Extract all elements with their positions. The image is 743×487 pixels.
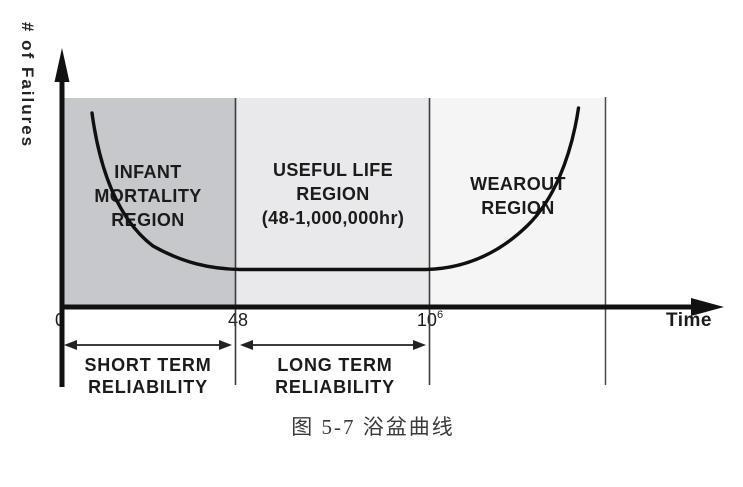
x-axis-label: Time: [665, 310, 713, 331]
long-term-arrow-left-head-icon: [240, 340, 253, 350]
y-axis-arrowhead-icon: [54, 48, 70, 82]
long-term-arrow-right-head-icon: [413, 340, 426, 350]
figure-caption: 图 5-7 浴盆曲线: [291, 415, 455, 439]
short-term-arrow-right-head-icon: [219, 340, 232, 350]
region-label-line: WEAROUT: [470, 174, 566, 194]
short-term-reliability-label: SHORT TERM RELIABILITY: [85, 354, 212, 398]
y-axis-label: # of Failures: [18, 22, 37, 149]
region-label-line: REGION: [296, 184, 370, 204]
long-term-reliability-label: LONG TERM RELIABILITY: [275, 354, 395, 398]
infant-mortality-region-label: INFANT MORTALITY REGION: [94, 160, 201, 232]
span-label-line: RELIABILITY: [275, 377, 395, 397]
x-tick-0: 0: [54, 310, 66, 330]
region-label-line: INFANT: [114, 162, 182, 182]
x-tick-48: 48: [227, 310, 249, 330]
x-tick-1e6-exponent: 6: [436, 309, 444, 321]
region-label-line: USEFUL LIFE: [272, 160, 394, 180]
useful-life-region-label: USEFUL LIFE REGION (48-1,000,000hr): [262, 158, 404, 230]
region-label-line: REGION: [481, 198, 555, 218]
span-label-line: LONG TERM: [277, 355, 393, 375]
region-label-line: MORTALITY: [94, 186, 202, 206]
span-label-line: SHORT TERM: [84, 355, 212, 375]
region-label-line: REGION: [111, 210, 185, 230]
span-label-line: RELIABILITY: [88, 377, 208, 397]
short-term-arrow-left-head-icon: [64, 340, 77, 350]
x-tick-1e6-base: 10: [416, 310, 437, 330]
x-tick-1e6: 106: [416, 309, 444, 331]
wearout-region-label: WEAROUT REGION: [470, 172, 566, 220]
region-label-line: (48-1,000,000hr): [261, 208, 405, 228]
